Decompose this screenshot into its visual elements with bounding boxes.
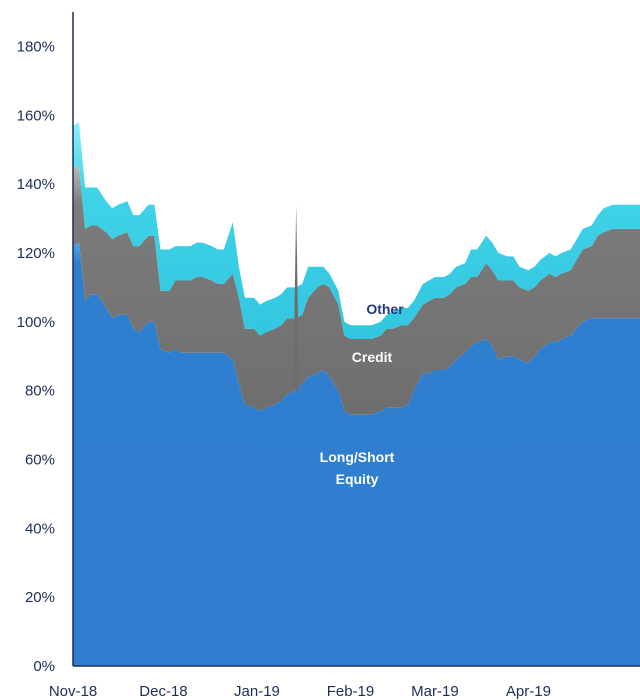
y-tick-label: 120% xyxy=(17,245,55,262)
plot-areas xyxy=(73,122,640,666)
credit-area-label: Credit xyxy=(352,349,393,365)
y-tick-label: 180% xyxy=(17,38,55,55)
x-tick-label: Mar-19 xyxy=(411,683,459,700)
y-tick-label: 160% xyxy=(17,107,55,124)
y-axis: 0% 20% 40% 60% 80% 100% 120% 140% 160% 180% xyxy=(17,12,74,675)
y-tick-label: 140% xyxy=(17,176,55,193)
other-area-label: Other xyxy=(366,301,404,317)
y-tick-label: 100% xyxy=(17,314,55,331)
y-tick-label: 80% xyxy=(25,383,55,400)
x-tick-label: Apr-19 xyxy=(506,683,551,700)
spike-mark xyxy=(293,204,300,391)
area-long-short-equity xyxy=(73,242,640,666)
y-tick-label: 20% xyxy=(25,589,55,606)
x-tick-label: Jan-19 xyxy=(234,683,280,700)
equity-area-label-line1: Long/Short xyxy=(320,449,395,465)
y-tick-label: 40% xyxy=(25,520,55,537)
x-axis: Nov-18 Dec-18 Jan-19 Feb-19 Mar-19 Apr-19 xyxy=(49,665,640,700)
y-tick-label: 60% xyxy=(25,451,55,468)
x-tick-label: Dec-18 xyxy=(139,683,187,700)
x-tick-label: Feb-19 xyxy=(327,683,375,700)
area-credit xyxy=(73,166,640,415)
x-tick-label: Nov-18 xyxy=(49,683,97,700)
equity-area-label-line2: Equity xyxy=(336,471,379,487)
y-tick-label: 0% xyxy=(33,658,55,675)
